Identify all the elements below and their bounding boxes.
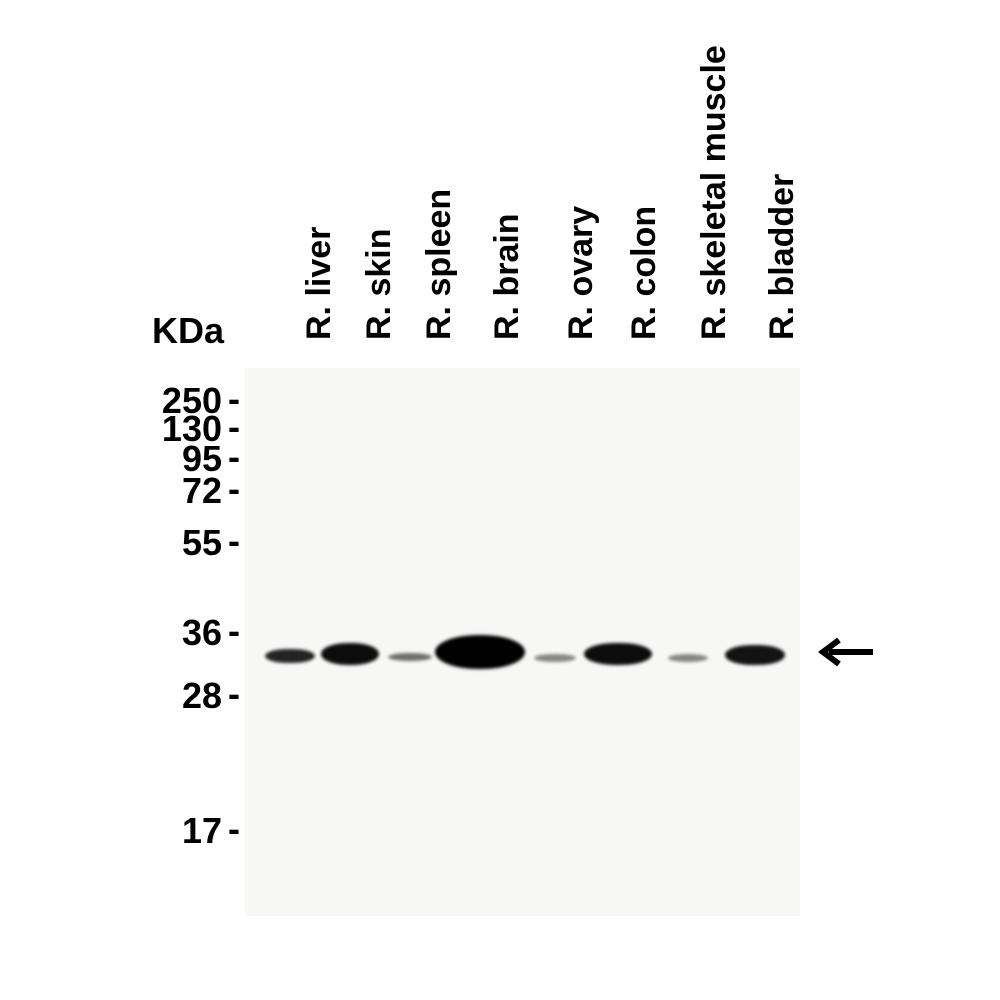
mw-tick: -	[228, 610, 240, 652]
western-blot-figure: KDa 250-130-95-72-55-36-28-17- R. liverR…	[0, 0, 1000, 1000]
mw-tick: -	[228, 520, 240, 562]
lane-label: R. brain	[488, 213, 527, 340]
mw-label: 36	[182, 612, 222, 654]
blot-membrane	[245, 368, 800, 916]
band	[435, 635, 525, 669]
band	[668, 654, 708, 662]
lane-label: R. liver	[300, 227, 339, 340]
lane-label: R. skeletal muscle	[695, 45, 734, 340]
band	[725, 645, 785, 665]
mw-tick: -	[228, 808, 240, 850]
band	[584, 643, 652, 665]
mw-tick: -	[228, 468, 240, 510]
mw-tick: -	[228, 673, 240, 715]
mw-label: 28	[182, 675, 222, 717]
band	[265, 649, 315, 663]
mw-label: 55	[182, 522, 222, 564]
lane-label: R. colon	[625, 206, 664, 340]
kda-unit-label: KDa	[152, 310, 224, 352]
mw-label: 72	[182, 470, 222, 512]
band	[534, 654, 576, 662]
lane-label: R. skin	[360, 229, 399, 340]
band	[321, 643, 379, 665]
mw-label: 17	[182, 810, 222, 852]
lane-label: R. spleen	[420, 189, 459, 340]
lane-label: R. ovary	[562, 206, 601, 340]
target-band-arrow	[813, 634, 875, 670]
band	[388, 653, 432, 661]
lane-label: R. bladder	[763, 174, 802, 340]
